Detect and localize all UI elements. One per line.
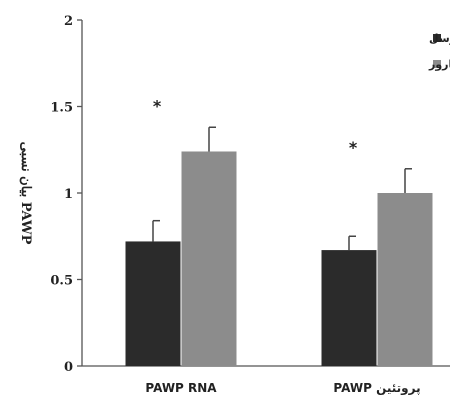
bar — [377, 193, 433, 366]
y-tick-label: 1 — [64, 187, 73, 202]
error-bars — [152, 126, 412, 251]
legend-swatch — [433, 34, 441, 42]
legend: واریکوسل بارور — [428, 32, 450, 71]
legend-swatch — [433, 60, 441, 68]
x-tick-label: PAWP پروتئین — [333, 381, 420, 396]
bar — [321, 250, 377, 366]
legend-label: بارور — [428, 58, 450, 71]
y-tick-label: 1.5 — [50, 101, 73, 116]
legend-label: واریکوسل — [429, 32, 450, 45]
significance-marks: ** — [153, 96, 358, 157]
y-tick-label: 0 — [64, 360, 73, 375]
x-tick-label: PAWP RNA — [145, 381, 217, 395]
y-axis-label: بیان نسبی PAWP — [18, 142, 33, 245]
y-tick-label: 0.5 — [50, 274, 73, 289]
bar — [125, 241, 181, 366]
bar — [181, 151, 237, 366]
y-tick-label: 2 — [64, 14, 73, 29]
bars — [125, 151, 433, 366]
significance-star: * — [349, 138, 358, 157]
significance-star: * — [153, 96, 162, 115]
